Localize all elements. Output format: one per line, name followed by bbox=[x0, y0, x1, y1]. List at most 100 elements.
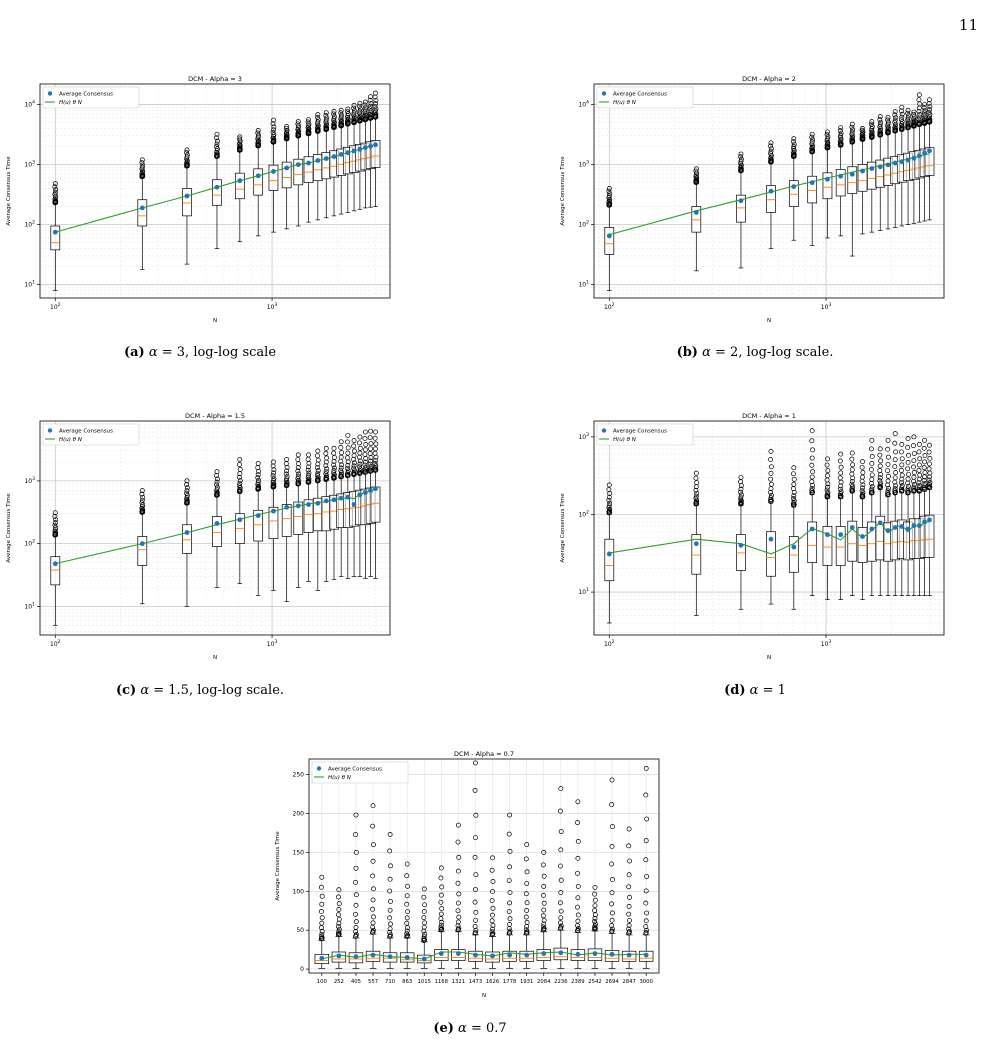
mean-point bbox=[738, 198, 744, 204]
outlier-point bbox=[609, 890, 615, 896]
outlier-point bbox=[338, 110, 344, 116]
outlier-point bbox=[837, 475, 843, 481]
outlier-point bbox=[869, 454, 875, 460]
outlier-point bbox=[643, 888, 649, 894]
outlier-point bbox=[372, 435, 378, 441]
outlier-point bbox=[214, 135, 220, 141]
caption-letter: (e) bbox=[433, 1021, 454, 1036]
outlier-point bbox=[877, 475, 883, 481]
outlier-point bbox=[353, 849, 359, 855]
outlier-point bbox=[372, 460, 378, 466]
outlier-point bbox=[339, 470, 345, 476]
outliers bbox=[52, 428, 379, 538]
outlier-point bbox=[331, 462, 337, 468]
outlier-point bbox=[331, 465, 337, 471]
outlier-point bbox=[362, 462, 368, 468]
outlier-point bbox=[643, 792, 649, 798]
outlier-point bbox=[606, 494, 612, 500]
outlier-point bbox=[809, 131, 815, 137]
outlier-point bbox=[421, 928, 427, 934]
outlier-point bbox=[439, 884, 445, 890]
outlier-point bbox=[524, 880, 530, 886]
outlier-point bbox=[315, 468, 321, 474]
mean-point bbox=[184, 193, 190, 199]
caption-symbol: α bbox=[749, 683, 759, 698]
outlier-point bbox=[922, 107, 928, 113]
outlier-point bbox=[791, 498, 797, 504]
mean-point bbox=[362, 145, 368, 150]
outlier-point bbox=[626, 872, 632, 878]
outlier-point bbox=[693, 475, 699, 481]
outlier-point bbox=[643, 838, 649, 844]
box bbox=[253, 509, 264, 542]
outlier-point bbox=[438, 922, 444, 928]
mean-point bbox=[892, 525, 898, 530]
outlier-point bbox=[319, 874, 325, 880]
outlier-point bbox=[368, 458, 374, 464]
outlier-point bbox=[473, 909, 479, 915]
outlier-point bbox=[869, 486, 875, 492]
mean-point bbox=[626, 952, 632, 958]
caption-d: (d) α = 1 bbox=[555, 683, 955, 698]
outlier-point bbox=[214, 479, 220, 485]
outlier-point bbox=[809, 474, 815, 480]
outlier-point bbox=[850, 127, 856, 133]
outlier-point bbox=[849, 467, 855, 473]
x-tick-label: 1168 bbox=[435, 979, 449, 985]
outlier-point bbox=[506, 909, 512, 915]
outlier-point bbox=[905, 444, 911, 450]
outlier-point bbox=[306, 464, 311, 470]
outlier-point bbox=[869, 437, 875, 443]
outlier-point bbox=[606, 497, 612, 503]
outlier-point bbox=[905, 488, 911, 494]
outlier-point bbox=[927, 474, 932, 480]
outlier-point bbox=[768, 498, 774, 504]
mean-point bbox=[52, 229, 58, 235]
outlier-point bbox=[575, 904, 580, 910]
chart-e: DCM - Alpha = 0.7 N Average Consensus Time… bbox=[275, 750, 660, 998]
x-tick-label: 252 bbox=[334, 979, 344, 985]
legend: Average Consensus H(u) θ N bbox=[596, 86, 694, 109]
outlier-point bbox=[357, 450, 363, 456]
outlier-point bbox=[877, 122, 883, 128]
outlier-point bbox=[338, 445, 344, 450]
outlier-point bbox=[838, 470, 844, 476]
outlier-point bbox=[606, 188, 612, 194]
outlier-point bbox=[885, 114, 891, 120]
outlier-point bbox=[869, 124, 875, 129]
outlier-point bbox=[850, 484, 856, 489]
caption-text: = 1.5, log-log scale. bbox=[149, 683, 285, 698]
outlier-point bbox=[917, 483, 923, 488]
outlier-point bbox=[860, 459, 865, 465]
outlier-point bbox=[315, 117, 321, 123]
outlier-point bbox=[306, 472, 311, 478]
x-tick-label: 1778 bbox=[503, 979, 517, 985]
mean-point bbox=[368, 488, 373, 494]
outlier-point bbox=[370, 906, 376, 912]
outlier-point bbox=[421, 934, 427, 940]
outlier-point bbox=[541, 907, 547, 913]
outlier-point bbox=[295, 457, 301, 462]
outlier-point bbox=[184, 152, 190, 158]
box bbox=[788, 180, 799, 207]
outlier-point bbox=[331, 445, 337, 451]
box bbox=[604, 538, 615, 582]
outlier-point bbox=[214, 473, 220, 478]
outlier-point bbox=[370, 842, 376, 848]
mean-point bbox=[373, 142, 378, 148]
outlier-point bbox=[838, 130, 844, 136]
box bbox=[268, 506, 279, 540]
page-number: 11 bbox=[958, 16, 978, 34]
plot-frame bbox=[39, 83, 391, 299]
outlier-point bbox=[295, 476, 301, 482]
outlier-point bbox=[362, 459, 368, 465]
x-tick-label: 2542 bbox=[588, 979, 601, 985]
legend-label-mean: Average Consensus bbox=[59, 429, 113, 435]
outlier-point bbox=[524, 919, 530, 925]
outlier-point bbox=[271, 475, 277, 481]
outlier-point bbox=[558, 847, 564, 853]
mean-point bbox=[373, 486, 378, 492]
mean-point bbox=[558, 950, 564, 956]
outlier-point bbox=[319, 893, 325, 899]
outlier-point bbox=[837, 458, 843, 464]
